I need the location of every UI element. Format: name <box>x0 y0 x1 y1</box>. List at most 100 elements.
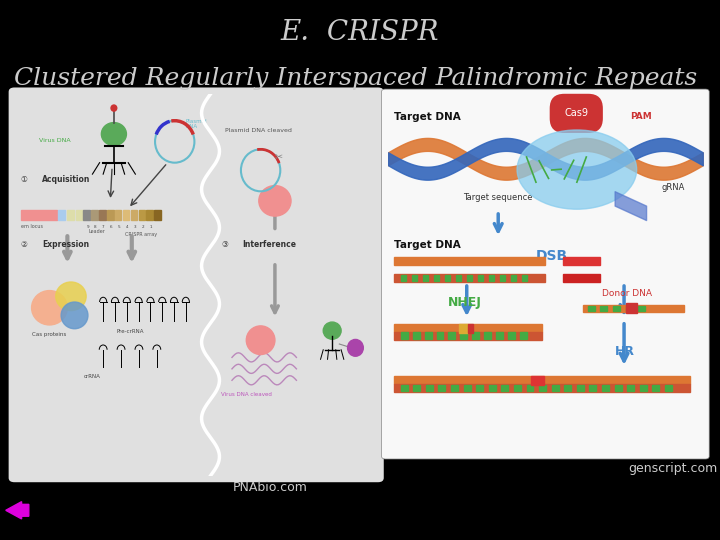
Bar <box>456 275 462 281</box>
Ellipse shape <box>246 326 275 355</box>
Bar <box>395 324 542 332</box>
Bar <box>395 376 690 384</box>
FancyArrow shape <box>6 502 29 519</box>
Bar <box>400 333 408 339</box>
Bar <box>613 307 620 311</box>
Bar <box>459 324 468 333</box>
Bar <box>508 333 516 339</box>
Text: 8: 8 <box>94 225 97 228</box>
Text: PNAbio.com: PNAbio.com <box>233 481 307 494</box>
Bar <box>564 384 571 391</box>
Text: Expression: Expression <box>42 240 89 249</box>
Bar <box>627 384 634 391</box>
Bar <box>467 275 472 281</box>
Bar <box>626 307 633 311</box>
Text: Target DNA: Target DNA <box>395 112 461 122</box>
Text: Target DNA: Target DNA <box>395 240 461 250</box>
Ellipse shape <box>517 130 636 209</box>
Text: Plasmid DNA cleaved: Plasmid DNA cleaved <box>225 128 292 133</box>
Text: genscript.com: genscript.com <box>629 462 718 475</box>
Bar <box>433 275 439 281</box>
Text: 2: 2 <box>141 225 144 228</box>
Text: 9: 9 <box>86 225 89 228</box>
Bar <box>468 324 473 333</box>
Bar <box>552 384 559 391</box>
Bar <box>436 333 444 339</box>
Text: PAM: PAM <box>630 112 652 121</box>
Bar <box>472 333 480 339</box>
Bar <box>445 275 451 281</box>
Bar <box>600 307 608 311</box>
Text: Target sequence: Target sequence <box>464 193 533 202</box>
Circle shape <box>348 340 364 356</box>
Text: Acquisition: Acquisition <box>42 175 91 184</box>
Bar <box>531 376 544 384</box>
Text: Cas proteins: Cas proteins <box>32 333 66 338</box>
Bar <box>521 333 527 339</box>
Text: 4: 4 <box>126 225 128 228</box>
Bar <box>413 333 420 339</box>
Text: 3: 3 <box>134 225 136 228</box>
Bar <box>464 384 470 391</box>
Bar <box>76 211 83 220</box>
Bar <box>522 275 528 281</box>
Text: ①: ① <box>21 175 28 184</box>
Bar <box>602 384 609 391</box>
Bar <box>68 211 74 220</box>
Text: ③: ③ <box>221 240 228 249</box>
Bar <box>91 211 98 220</box>
Text: Virus DNA cleaved: Virus DNA cleaved <box>221 392 271 396</box>
Text: NHEJ: NHEJ <box>448 296 482 309</box>
Bar <box>451 384 458 391</box>
Bar <box>138 211 145 220</box>
Bar <box>489 384 495 391</box>
Bar <box>577 384 584 391</box>
Bar <box>638 307 645 311</box>
Bar <box>107 211 114 220</box>
Bar <box>84 211 90 220</box>
Text: Pre-crRNA: Pre-crRNA <box>116 328 144 334</box>
Bar <box>514 384 521 391</box>
FancyBboxPatch shape <box>9 87 384 482</box>
Circle shape <box>111 105 117 111</box>
Bar <box>626 303 636 313</box>
Bar <box>400 275 406 281</box>
Bar <box>615 384 621 391</box>
Text: 1: 1 <box>149 225 152 228</box>
Bar <box>526 384 534 391</box>
Bar <box>58 211 65 220</box>
Text: HR: HR <box>615 345 634 358</box>
Bar <box>539 384 546 391</box>
Text: Interference: Interference <box>243 240 297 249</box>
Text: 6: 6 <box>110 225 112 228</box>
Bar <box>501 384 508 391</box>
FancyBboxPatch shape <box>382 89 709 459</box>
Bar <box>563 257 600 265</box>
Text: 7: 7 <box>102 225 104 228</box>
Text: Plasmid
DNA: Plasmid DNA <box>186 118 207 129</box>
Ellipse shape <box>258 186 291 216</box>
Bar <box>590 384 596 391</box>
Bar <box>438 384 446 391</box>
Bar <box>665 384 672 391</box>
Bar <box>115 211 122 220</box>
Bar <box>123 211 130 220</box>
Text: crRNA: crRNA <box>84 374 101 380</box>
Bar <box>413 384 420 391</box>
Ellipse shape <box>32 291 68 325</box>
Bar <box>500 275 505 281</box>
Bar <box>131 211 137 220</box>
Bar <box>640 384 647 391</box>
Text: Clustered Regularly Interspaced Palindromic Repeats: Clustered Regularly Interspaced Palindro… <box>14 68 698 91</box>
Bar <box>478 275 483 281</box>
Bar <box>489 275 495 281</box>
Text: Virus DNA: Virus DNA <box>39 138 71 143</box>
Bar <box>496 333 503 339</box>
Bar <box>476 384 483 391</box>
Bar <box>425 333 431 339</box>
Text: ②: ② <box>21 240 28 249</box>
Text: em locus: em locus <box>21 224 43 228</box>
Bar <box>395 384 690 392</box>
Ellipse shape <box>323 322 341 339</box>
Ellipse shape <box>61 302 88 329</box>
